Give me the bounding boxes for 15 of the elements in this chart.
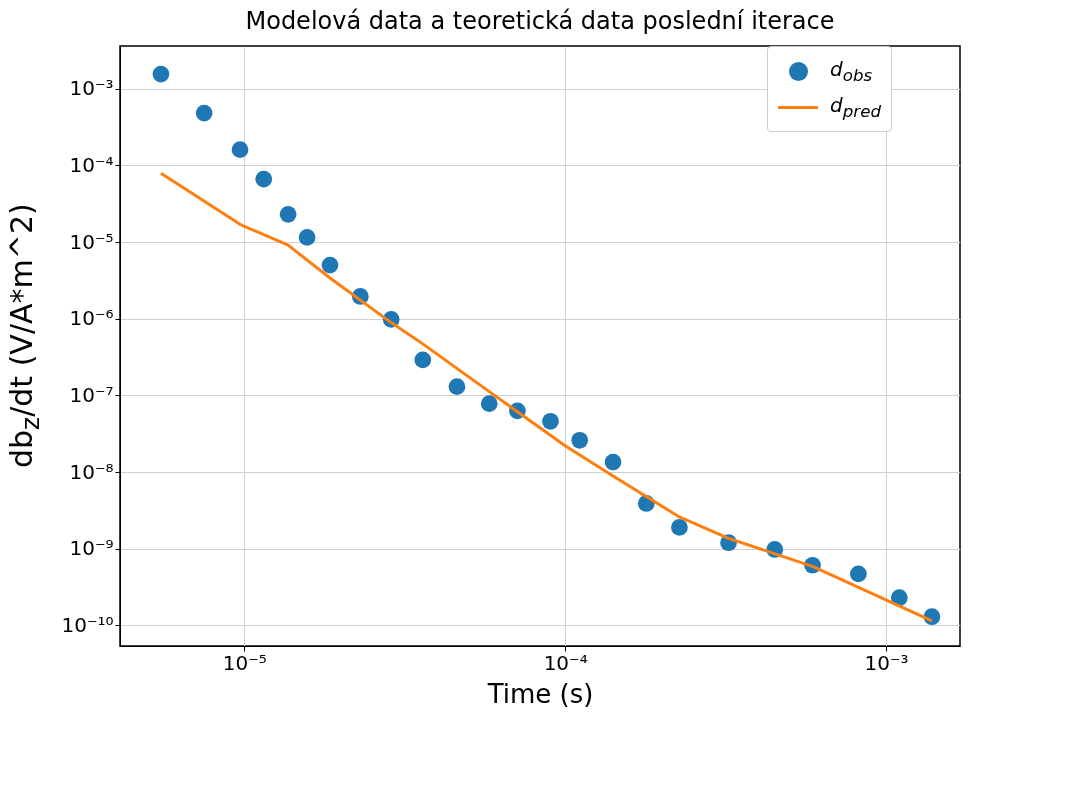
x-axis-title: Time (s) (486, 678, 594, 709)
y-tick-label: 10⁻⁹ (69, 536, 114, 561)
x-tick-label: 10⁻⁵ (222, 650, 267, 675)
legend-label: d$_{pred}$ (830, 93, 881, 121)
y-tick-label: 10⁻⁶ (69, 306, 114, 331)
y-tick-label: 10⁻⁴ (69, 152, 114, 177)
x-tick-label: 10⁻⁴ (543, 650, 588, 675)
y-tick-label: 10⁻³ (69, 76, 114, 101)
y-tick-label: 10⁻⁵ (69, 229, 114, 254)
chart-title: Modelová data a teoretická data poslední iterace (245, 7, 835, 35)
x-tick-label: 10⁻³ (864, 650, 909, 675)
y-tick-label: 10⁻¹⁰ (61, 612, 114, 637)
y-tick-label: 10⁻⁸ (69, 459, 114, 484)
legend-label: d$_{obs}$ (830, 57, 873, 85)
y-tick-label: 10⁻⁷ (69, 382, 114, 407)
